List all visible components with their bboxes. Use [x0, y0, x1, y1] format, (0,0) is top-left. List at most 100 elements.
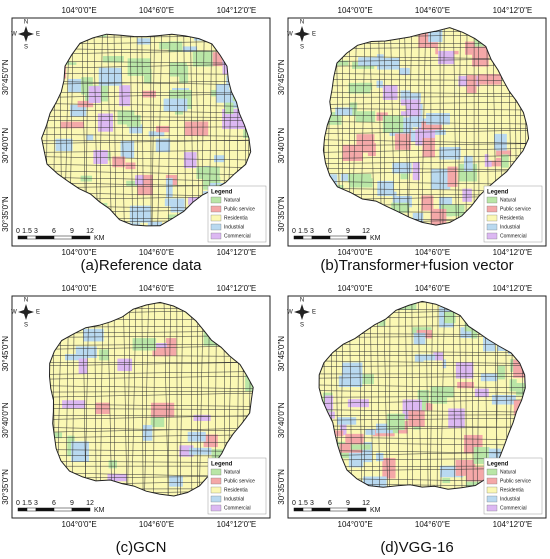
street — [453, 27, 457, 226]
legend-label: Natural — [500, 197, 516, 203]
land-patch — [359, 82, 373, 90]
street — [49, 415, 254, 421]
compass-letter: E — [312, 32, 316, 38]
land-patch — [377, 180, 397, 196]
lon-label: 104°6'0"E — [139, 248, 174, 257]
land-patch — [484, 154, 492, 167]
legend-swatch — [210, 223, 222, 231]
scale-segment — [53, 507, 73, 512]
map-panel: 104°0'0"E 104°0'0"E 104°6'0"E 104°6'0"E 104°… — [1, 284, 271, 556]
land-patch — [375, 423, 393, 434]
scale-tick: 9 — [346, 500, 350, 507]
scale-tick: 12 — [86, 500, 94, 507]
legend-swatch — [210, 495, 222, 503]
land-patch — [457, 381, 475, 389]
compass-letter: W — [11, 310, 17, 316]
land-patch — [431, 168, 451, 190]
land-patch — [179, 65, 189, 83]
compass-letter: W — [287, 310, 293, 316]
compass-letter: N — [24, 20, 28, 26]
street — [49, 371, 254, 376]
compass-letter: S — [300, 45, 304, 51]
scale-tick: 3 — [34, 228, 38, 235]
land-patch — [88, 86, 101, 103]
street — [429, 301, 433, 490]
land-patch — [156, 125, 170, 133]
scale-segment — [53, 235, 73, 240]
street — [405, 301, 409, 490]
scale-tick: 6 — [328, 500, 332, 507]
street — [141, 302, 144, 496]
legend-swatch — [486, 223, 498, 231]
land-patch — [192, 50, 214, 67]
land-patch — [430, 391, 448, 404]
land-patch — [339, 419, 347, 436]
land-patch — [108, 184, 125, 192]
legend-label: Industrial — [500, 496, 520, 502]
land-patch — [422, 137, 435, 158]
land-patch — [119, 85, 131, 107]
panel-caption: (b)Transformer+fusion vector — [320, 257, 513, 274]
lon-label: 104°12'0"E — [217, 520, 257, 529]
lat-label: 30°35'0"N — [1, 196, 10, 232]
street — [41, 109, 251, 114]
land-patch — [376, 80, 383, 88]
land-patch — [71, 441, 89, 462]
street — [376, 301, 381, 490]
legend-swatch — [210, 504, 222, 512]
land-patch — [396, 398, 407, 405]
street — [452, 301, 456, 490]
street — [442, 27, 445, 226]
panel-caption: (a)Reference data — [81, 257, 203, 274]
land-patch — [491, 394, 516, 405]
land-patch — [166, 338, 177, 356]
legend-label: Commercial — [500, 233, 527, 239]
land-patch — [426, 113, 450, 125]
land-patch — [193, 414, 211, 421]
street — [167, 302, 171, 496]
lon-label: 104°0'0"E — [62, 248, 97, 257]
legend-label: Residentia — [500, 215, 524, 221]
lon-label: 104°6'0"E — [415, 284, 450, 293]
land-patch — [350, 444, 371, 450]
street — [323, 155, 529, 160]
street — [404, 27, 409, 226]
land-patch — [337, 417, 357, 425]
lon-label: 104°12'0"E — [493, 520, 533, 529]
street — [323, 167, 529, 170]
street — [459, 301, 463, 490]
legend-swatch — [486, 504, 498, 512]
scale-tick: 1.5 — [298, 228, 308, 235]
lat-label: 30°35'0"N — [277, 469, 286, 505]
legend-label: Commercial — [500, 505, 527, 511]
street — [41, 119, 251, 121]
land-patch — [75, 346, 97, 358]
land-patch — [427, 129, 446, 135]
scale-tick: 6 — [52, 228, 56, 235]
street — [323, 143, 529, 147]
scale-tick: 3 — [310, 228, 314, 235]
street — [49, 403, 254, 407]
legend-label: Residentia — [500, 487, 524, 493]
land-patch — [349, 178, 373, 188]
scale-tick: 1.5 — [22, 500, 32, 507]
land-patch — [391, 202, 410, 213]
land-patch — [108, 460, 117, 469]
land-patch — [414, 354, 436, 362]
land-patch — [448, 408, 465, 428]
lon-label: 104°12'0"E — [493, 284, 533, 293]
street — [49, 354, 254, 357]
street — [421, 27, 427, 226]
land-patch — [387, 413, 405, 431]
land-patch — [433, 352, 444, 369]
lon-label: 104°0'0"E — [62, 520, 97, 529]
scale-tick: 12 — [362, 228, 370, 235]
legend-box — [483, 185, 543, 243]
land-patch — [423, 426, 434, 442]
land-patch — [472, 47, 489, 67]
land-patch — [421, 195, 434, 211]
land-patch — [474, 147, 487, 162]
legend-label: Commercial — [224, 505, 251, 511]
legend-swatch — [210, 477, 222, 485]
land-patch — [400, 130, 425, 142]
